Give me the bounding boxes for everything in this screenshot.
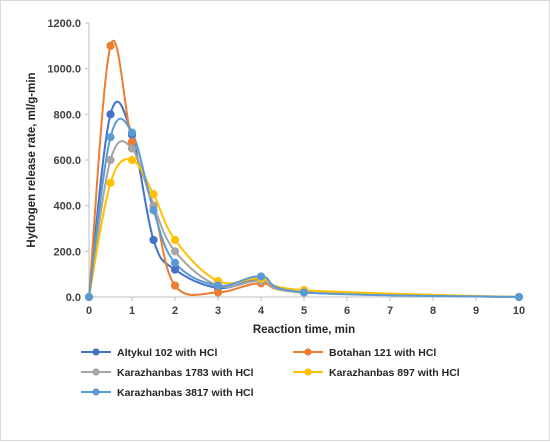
series-line-1 [88, 100, 520, 298]
y-tick-label: 400.0 [53, 201, 81, 213]
y-tick-label: 800.0 [53, 109, 81, 121]
data-point [127, 155, 137, 165]
x-tick-label: 1 [129, 305, 135, 317]
data-point [84, 292, 94, 302]
legend: Altykul 102 with HCl Botahan 121 with HCl… [81, 347, 460, 399]
series-line-3 [88, 140, 520, 298]
legend-marker [304, 348, 312, 356]
series-points [84, 41, 524, 302]
x-tick-label: 9 [473, 305, 479, 317]
x-tick-label: 2 [172, 305, 178, 317]
data-point [106, 133, 115, 142]
x-tick-label: 3 [215, 305, 221, 317]
y-tick-label: 600.0 [53, 155, 81, 167]
legend-item: Altykul 102 with HCl [81, 347, 217, 359]
legend-marker [92, 348, 100, 356]
x-tick-label: 10 [513, 305, 525, 317]
data-point [127, 144, 137, 153]
x-axis-title: Reaction time, min [253, 324, 355, 336]
x-tick-label: 0 [86, 305, 92, 317]
x-tick-label: 4 [258, 305, 265, 317]
y-tick-label: 200.0 [53, 246, 81, 258]
legend-label: Botahan 121 with HCl [329, 347, 436, 359]
legend-item: Karazhanbas 3817 with HCl [81, 387, 254, 399]
x-tick-label: 6 [344, 305, 350, 317]
legend-marker [92, 368, 100, 376]
legend-label: Altykul 102 with HCl [117, 347, 217, 359]
legend-item: Karazhanbas 897 with HCl [293, 367, 460, 379]
legend-item: Botahan 121 with HCl [293, 347, 436, 359]
y-tick-label: 1200.0 [47, 18, 81, 30]
y-axis-title: Hydrogen release rate, ml/g-min [26, 72, 38, 247]
x-tick-label: 8 [430, 305, 436, 317]
data-point [127, 128, 137, 137]
data-point [256, 272, 266, 281]
data-point [127, 137, 137, 146]
data-point [170, 265, 180, 274]
axes: 0.0 200.0 400.0 600.0 800.0 1000.0 1200.0 0 1 2 3 4… [47, 18, 525, 317]
legend-label: Karazhanbas 897 with HCl [329, 367, 460, 379]
data-point [213, 288, 223, 297]
data-point [170, 247, 180, 256]
legend-label: Karazhanbas 1783 with HCl [117, 367, 254, 379]
series-line-4 [88, 158, 520, 298]
data-point [299, 288, 309, 297]
x-tick-label: 7 [387, 305, 393, 317]
legend-marker [304, 368, 312, 376]
data-point [149, 206, 158, 215]
series-lines [88, 39, 520, 298]
data-point [106, 155, 115, 165]
data-point [170, 281, 180, 290]
data-point [170, 235, 180, 245]
legend-marker [92, 388, 100, 396]
x-tick-label: 5 [301, 305, 307, 317]
data-point [106, 41, 115, 50]
y-tick-label: 0.0 [66, 292, 81, 304]
legend-item: Karazhanbas 1783 with HCl [81, 367, 254, 379]
data-point [514, 292, 524, 302]
data-point [149, 235, 158, 245]
legend-label: Karazhanbas 3817 with HCl [117, 387, 254, 399]
data-point [106, 110, 115, 119]
data-point [213, 281, 223, 290]
data-point [170, 258, 180, 267]
data-point [149, 190, 158, 199]
series-line-2 [88, 39, 520, 298]
data-point [106, 178, 115, 187]
y-tick-label: 1000.0 [47, 64, 81, 76]
